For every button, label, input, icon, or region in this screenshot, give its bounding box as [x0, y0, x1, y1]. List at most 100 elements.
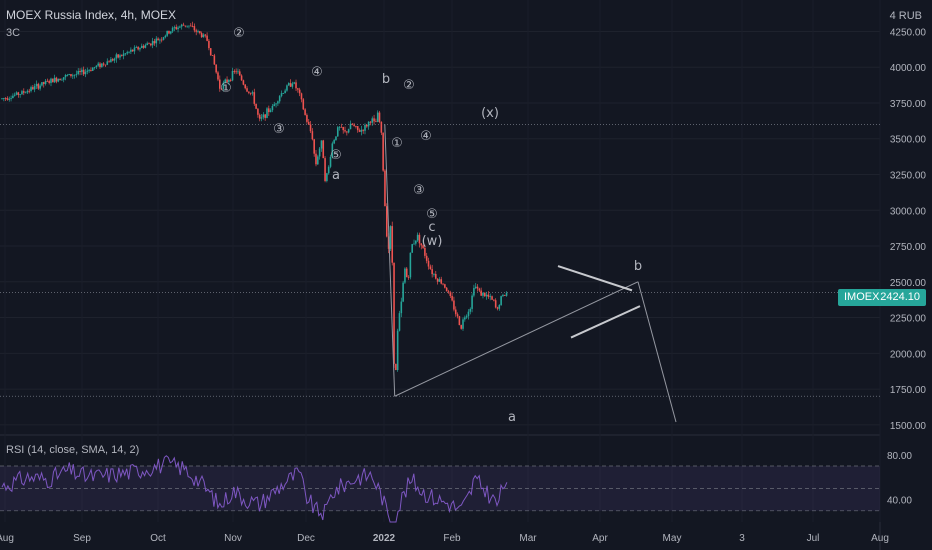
- candle-body: [42, 82, 45, 84]
- candle-body: [79, 70, 81, 73]
- candle-body: [122, 53, 125, 57]
- time-tick-label: May: [663, 533, 682, 544]
- rsi-zone: [0, 466, 880, 511]
- candle-body: [157, 38, 159, 41]
- candle-body: [73, 74, 76, 76]
- candle-body: [505, 292, 508, 296]
- candle-body: [289, 83, 292, 87]
- candle-body: [353, 124, 355, 127]
- candle-body: [469, 308, 472, 312]
- candle-body: [258, 114, 261, 119]
- candle-body: [50, 78, 52, 83]
- candle-body: [91, 67, 94, 71]
- candle-body: [253, 92, 256, 104]
- candle-body: [111, 59, 114, 61]
- candle-body: [445, 287, 448, 292]
- candle-body: [436, 278, 439, 282]
- symbol-label: IMOEX: [844, 291, 880, 303]
- candle-body: [493, 299, 495, 301]
- wave-label: ④: [420, 129, 432, 144]
- candle-body: [336, 127, 339, 137]
- last-price-value: 2424.10: [880, 291, 920, 303]
- candle-body: [166, 30, 168, 36]
- candle-body: [280, 93, 283, 97]
- candle-body: [231, 71, 234, 81]
- candle-body: [462, 319, 464, 329]
- candle-body: [451, 295, 453, 301]
- candle-body: [59, 78, 61, 81]
- candle-body: [28, 90, 31, 92]
- time-tick-label: Aug: [871, 533, 889, 544]
- candle-body: [298, 89, 301, 94]
- candle-body: [465, 316, 468, 318]
- candle-body: [474, 286, 477, 289]
- candle-body: [322, 140, 325, 159]
- candle-body: [255, 103, 257, 109]
- candle-body: [260, 117, 263, 119]
- candle-body: [460, 325, 462, 329]
- candle-body: [384, 170, 386, 207]
- candle-body: [405, 268, 408, 278]
- time-tick-label: Apr: [592, 533, 608, 544]
- candle-body: [139, 48, 141, 50]
- projection-line: [637, 281, 677, 423]
- wave-label: (x): [481, 106, 499, 121]
- candle-body: [209, 48, 212, 56]
- candle-body: [422, 245, 424, 248]
- candle-body: [480, 290, 482, 296]
- candle-body: [438, 279, 441, 282]
- candle-body: [309, 124, 312, 132]
- wave-label: b: [634, 259, 642, 274]
- candle-body: [500, 296, 502, 306]
- candle-body: [246, 88, 248, 92]
- candle-body: [362, 129, 364, 131]
- candle-body: [271, 106, 274, 111]
- candle-body: [238, 71, 241, 76]
- price-tick-label: 1750.00: [890, 385, 927, 396]
- candle-body: [175, 27, 178, 30]
- candle-body: [324, 158, 326, 181]
- candle-body: [409, 252, 412, 278]
- candle-body: [347, 129, 350, 133]
- candle-body: [220, 88, 223, 90]
- candle-body: [61, 79, 63, 81]
- candle-body: [369, 121, 372, 123]
- candle-body: [398, 313, 401, 331]
- rsi-label: RSI (14, close, SMA, 14, 2): [6, 444, 140, 456]
- candle-body: [473, 288, 475, 296]
- candle-body: [77, 70, 80, 74]
- candle-body: [371, 118, 374, 123]
- candle-body: [119, 55, 121, 58]
- candle-body: [248, 91, 250, 93]
- candle-body: [202, 34, 205, 38]
- price-tick-label: 1500.00: [890, 421, 927, 432]
- candle-body: [104, 64, 107, 66]
- candle-body: [213, 55, 216, 65]
- pattern-drawings: [384, 124, 677, 423]
- candle-body: [8, 98, 11, 100]
- candle-body: [424, 247, 426, 256]
- candle-body: [206, 35, 208, 41]
- candle-body: [387, 236, 390, 249]
- candle-body: [1, 98, 3, 100]
- time-tick-label: Jul: [807, 533, 820, 544]
- candle-body: [502, 294, 504, 297]
- candle-body: [66, 75, 69, 76]
- candle-body: [340, 126, 343, 128]
- time-tick-label: Oct: [150, 533, 166, 544]
- candle-body: [402, 282, 404, 302]
- wave-label: ②: [233, 26, 245, 41]
- candle-body: [485, 294, 488, 297]
- candle-body: [75, 73, 78, 75]
- candle-body: [442, 283, 444, 285]
- candle-body: [44, 80, 47, 84]
- time-tick-label: Nov: [224, 533, 242, 544]
- wave-label: a: [508, 410, 516, 425]
- candle-body: [35, 83, 38, 87]
- wave-label: a: [332, 168, 340, 183]
- candle-body: [454, 309, 457, 315]
- candle-body: [195, 30, 198, 32]
- candle-body: [320, 140, 323, 149]
- candle-body: [342, 127, 345, 131]
- candle-body: [431, 269, 433, 275]
